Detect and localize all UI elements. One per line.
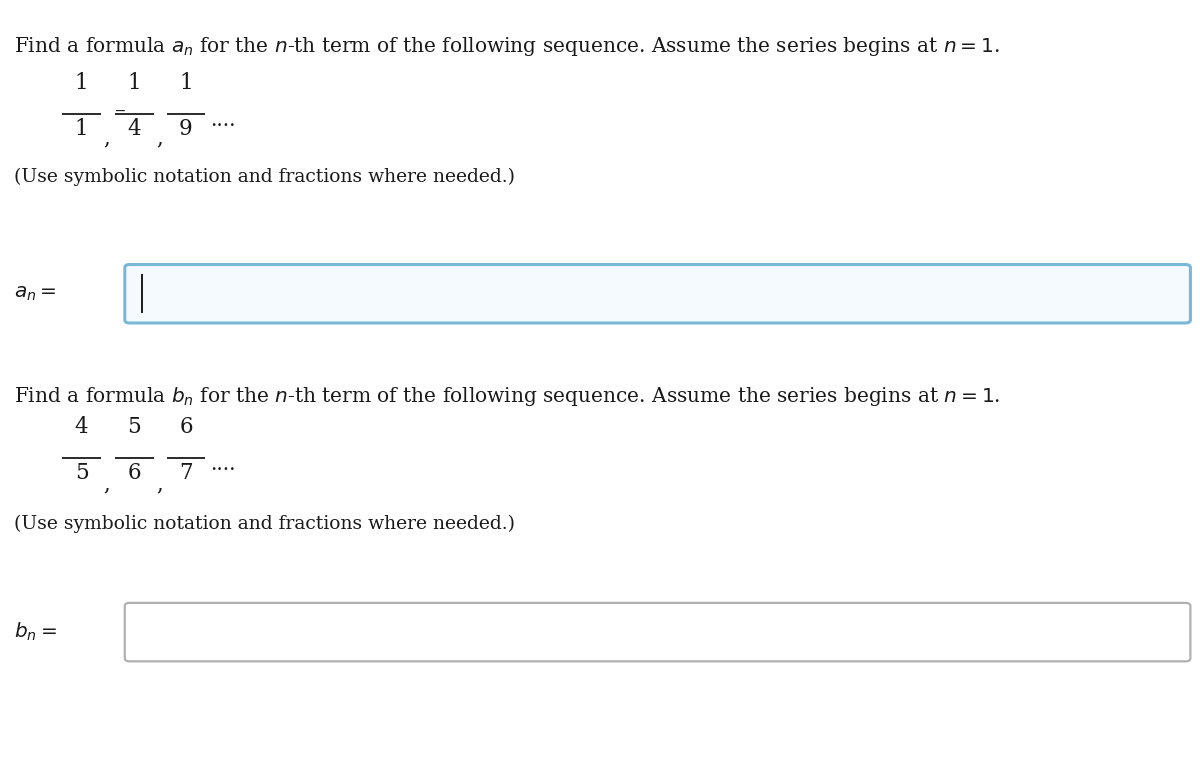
Text: (Use symbolic notation and fractions where needed.): (Use symbolic notation and fractions whe… bbox=[14, 168, 516, 186]
Text: 7: 7 bbox=[179, 462, 193, 484]
Text: 6: 6 bbox=[179, 416, 193, 438]
Text: 1: 1 bbox=[74, 118, 89, 141]
Text: 5: 5 bbox=[74, 462, 89, 484]
Text: 1: 1 bbox=[127, 72, 142, 94]
Text: 4: 4 bbox=[127, 118, 142, 141]
Text: 4: 4 bbox=[74, 416, 89, 438]
Text: 5: 5 bbox=[127, 416, 142, 438]
Text: 6: 6 bbox=[127, 462, 142, 484]
Text: ,: , bbox=[103, 128, 110, 150]
Text: $a_n =\ $: $a_n =\ $ bbox=[14, 285, 56, 303]
Text: 1: 1 bbox=[74, 72, 89, 94]
Text: ,: , bbox=[156, 474, 163, 496]
Text: 1: 1 bbox=[179, 72, 193, 94]
Text: ····: ···· bbox=[210, 461, 235, 480]
Text: ,: , bbox=[156, 128, 163, 150]
Text: 9: 9 bbox=[179, 118, 193, 141]
FancyBboxPatch shape bbox=[125, 603, 1190, 661]
Text: (Use symbolic notation and fractions where needed.): (Use symbolic notation and fractions whe… bbox=[14, 515, 516, 534]
Text: Find a formula $a_n$ for the $n$-th term of the following sequence. Assume the s: Find a formula $a_n$ for the $n$-th term… bbox=[14, 35, 1001, 58]
Text: ····: ···· bbox=[210, 117, 235, 136]
Text: –: – bbox=[115, 101, 126, 122]
Text: $b_n =\ $: $b_n =\ $ bbox=[14, 621, 58, 643]
FancyBboxPatch shape bbox=[125, 265, 1190, 323]
Text: Find a formula $b_n$ for the $n$-th term of the following sequence. Assume the s: Find a formula $b_n$ for the $n$-th term… bbox=[14, 384, 1001, 408]
Text: ,: , bbox=[103, 474, 110, 496]
